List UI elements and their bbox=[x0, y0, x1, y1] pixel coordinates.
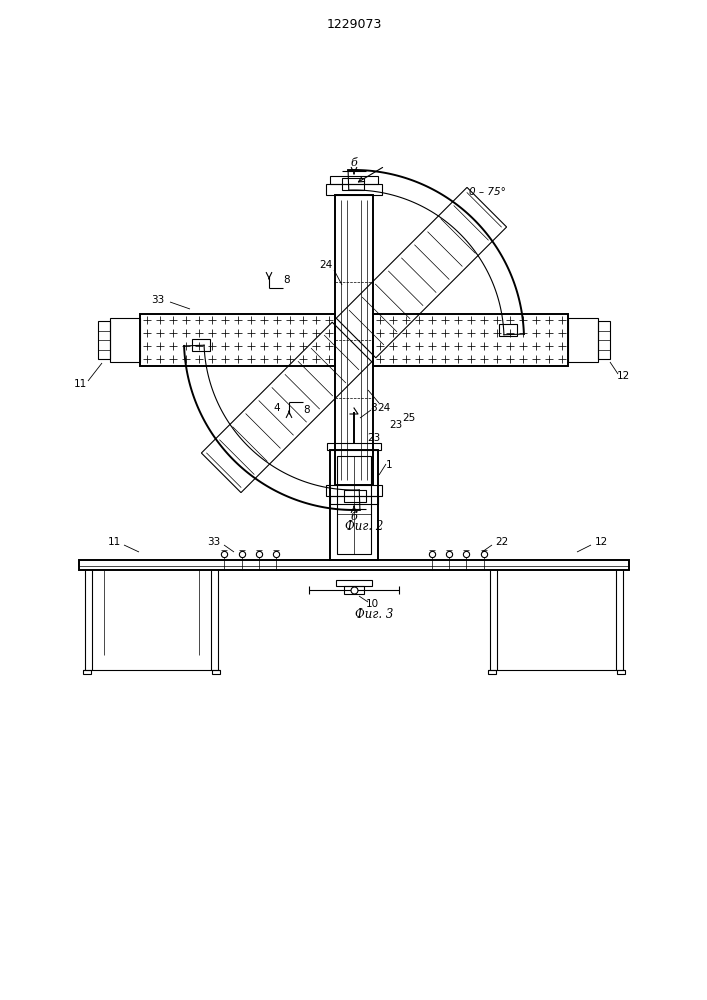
Text: 1: 1 bbox=[386, 460, 392, 470]
Text: 33: 33 bbox=[151, 295, 165, 305]
Text: 23: 23 bbox=[368, 433, 380, 443]
Bar bbox=[83, 670, 91, 674]
Text: б: б bbox=[351, 158, 357, 168]
Text: б: б bbox=[351, 512, 357, 522]
Text: Фиг. 2: Фиг. 2 bbox=[345, 520, 383, 534]
Bar bbox=[568, 318, 598, 362]
Text: 12: 12 bbox=[595, 537, 607, 547]
Bar bbox=[498, 324, 517, 336]
Bar bbox=[373, 314, 568, 366]
Bar bbox=[110, 318, 140, 362]
Text: 11: 11 bbox=[107, 537, 121, 547]
Bar bbox=[598, 321, 610, 359]
Bar bbox=[344, 586, 364, 594]
Text: 22: 22 bbox=[496, 537, 508, 547]
Bar bbox=[326, 184, 382, 195]
Text: 12: 12 bbox=[617, 371, 630, 381]
Bar bbox=[79, 560, 629, 570]
Text: 0 – 75°: 0 – 75° bbox=[469, 187, 506, 197]
Text: 10: 10 bbox=[366, 599, 378, 609]
Bar bbox=[488, 670, 496, 674]
Text: 8: 8 bbox=[370, 403, 378, 413]
Bar bbox=[330, 176, 378, 184]
Bar bbox=[336, 580, 372, 586]
Bar bbox=[140, 314, 335, 366]
Bar bbox=[330, 496, 378, 504]
Text: 8: 8 bbox=[284, 275, 291, 285]
Bar bbox=[98, 321, 110, 359]
Text: 23: 23 bbox=[390, 420, 402, 430]
Text: 24: 24 bbox=[320, 260, 332, 270]
Bar bbox=[192, 339, 210, 351]
Bar bbox=[337, 456, 371, 554]
Text: 25: 25 bbox=[402, 413, 416, 423]
Bar bbox=[344, 490, 366, 502]
Bar bbox=[212, 670, 220, 674]
Bar bbox=[617, 670, 625, 674]
Text: 8: 8 bbox=[304, 405, 310, 415]
Text: 24: 24 bbox=[378, 403, 391, 413]
Text: 1229073: 1229073 bbox=[327, 18, 382, 31]
Text: 4: 4 bbox=[274, 403, 280, 413]
Bar bbox=[327, 443, 381, 450]
Text: Фиг. 3: Фиг. 3 bbox=[355, 607, 393, 620]
Text: 11: 11 bbox=[74, 379, 87, 389]
Bar bbox=[335, 195, 373, 485]
Text: 33: 33 bbox=[207, 537, 221, 547]
Bar bbox=[330, 450, 378, 560]
Bar bbox=[326, 485, 382, 496]
Bar bbox=[342, 178, 364, 190]
